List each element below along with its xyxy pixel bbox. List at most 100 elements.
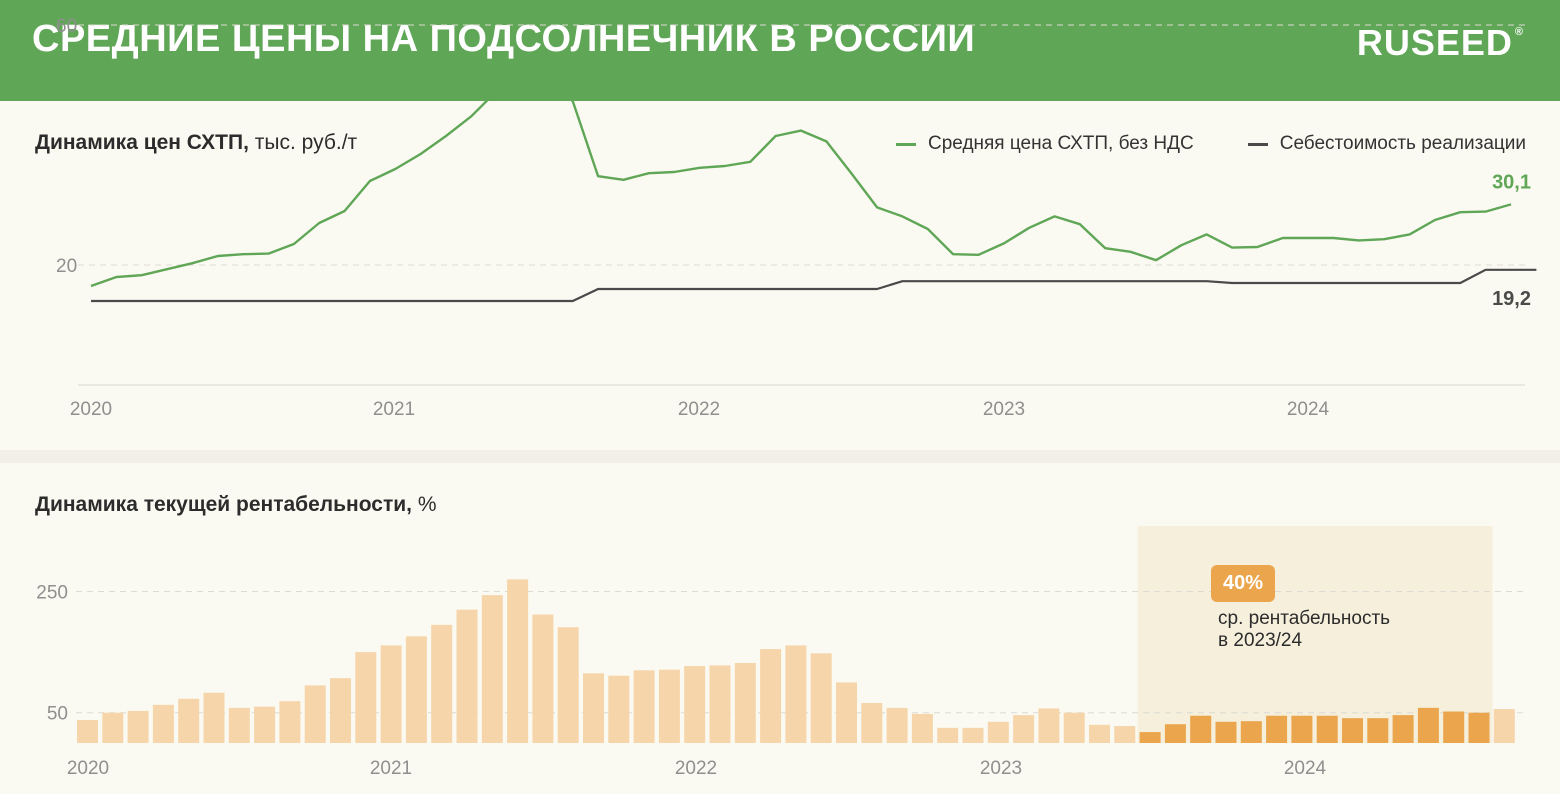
margin-bar xyxy=(836,682,857,743)
price-chart-legend: Средняя цена СХТП, без НДС Себестоимость… xyxy=(896,133,1526,155)
margin-bar xyxy=(810,653,832,743)
cost-end-label: 19,2 xyxy=(1492,288,1531,310)
x-tick-label: 2021 xyxy=(373,399,415,420)
margin-bar xyxy=(127,710,149,743)
x-tick-label: 2020 xyxy=(67,758,109,779)
margin-bar xyxy=(1038,708,1060,743)
x-tick-label: 2022 xyxy=(678,399,720,420)
header-bar: СРЕДНИЕ ЦЕНЫ НА ПОДСОЛНЕЧНИК В РОССИИ RU… xyxy=(0,0,1560,101)
legend-item-price: Средняя цена СХТП, без НДС xyxy=(896,133,1194,155)
x-tick-label: 2020 xyxy=(70,399,112,420)
margin-bar xyxy=(557,627,579,743)
margin-bar xyxy=(77,719,98,743)
legend-item-cost: Себестоимость реализации xyxy=(1247,133,1526,155)
callout-line-2: в 2023/24 xyxy=(1218,630,1303,651)
registered-mark: ® xyxy=(1514,26,1524,38)
x-tick-label: 2022 xyxy=(675,758,717,779)
margin-bar xyxy=(1417,707,1439,743)
x-tick-label: 2023 xyxy=(980,758,1022,779)
margin-bar xyxy=(1392,715,1414,743)
margin-bar xyxy=(279,701,301,743)
margin-bar xyxy=(937,727,959,743)
highlight-region xyxy=(1137,526,1493,743)
margin-bar xyxy=(886,707,908,743)
x-tick-label: 2024 xyxy=(1284,758,1327,779)
x-tick-label: 2024 xyxy=(1287,399,1330,420)
margin-bar xyxy=(1367,718,1389,743)
margin-bar xyxy=(1013,715,1035,743)
margin-bar xyxy=(1240,721,1262,743)
price-chart-panel: Динамика цен СХТП, тыс. руб./т Средняя ц… xyxy=(0,16,1560,450)
margin-bar xyxy=(203,692,225,743)
margin-bar xyxy=(178,698,200,743)
price-chart-title-bold: Динамика цен СХТП, xyxy=(35,131,249,154)
margin-bar xyxy=(380,645,402,743)
margin-chart-panel: Динамика текущей рентабельности, % 50 250… xyxy=(0,463,1560,794)
price-chart-plot: 20 60 2020 2021 2022 2023 2024 30,1 19,2 xyxy=(56,16,1537,420)
margin-bar xyxy=(1291,715,1313,743)
margin-bar xyxy=(709,665,731,743)
margin-bar xyxy=(330,678,351,743)
margin-bar xyxy=(304,685,326,743)
margin-bar xyxy=(1215,721,1237,743)
margin-bar xyxy=(481,595,503,743)
price-chart-title-unit: тыс. руб./т xyxy=(254,131,358,154)
margin-bar xyxy=(785,645,807,743)
brand-logo: RUSEED ® xyxy=(1357,22,1524,64)
margin-bar xyxy=(1468,712,1490,743)
price-end-label: 30,1 xyxy=(1492,171,1531,193)
margin-bar xyxy=(456,609,478,743)
margin-bar xyxy=(228,707,250,743)
margin-bar xyxy=(1089,724,1110,743)
margin-bar xyxy=(1164,724,1186,743)
margin-bar xyxy=(760,649,782,743)
margin-bar xyxy=(684,666,706,743)
legend-label-cost: Себестоимость реализации xyxy=(1279,133,1526,154)
margin-bar xyxy=(734,663,756,743)
margin-bar xyxy=(532,614,554,743)
margin-bar xyxy=(1114,726,1136,743)
x-tick-label: 2021 xyxy=(370,758,412,779)
margin-bar xyxy=(583,673,604,743)
margin-bar xyxy=(355,652,377,743)
brand-logo-text: RUSEED xyxy=(1356,22,1513,63)
margin-bar xyxy=(1139,732,1161,743)
callout-text: ср. рентабельность в 2023/24 xyxy=(1218,608,1390,652)
margin-bar xyxy=(987,721,1009,743)
margin-bar xyxy=(1063,712,1085,743)
margin-bar xyxy=(1266,715,1288,743)
margin-bar xyxy=(962,727,984,743)
margin-bar xyxy=(1443,711,1465,743)
page-title: СРЕДНИЕ ЦЕНЫ НА ПОДСОЛНЕЧНИК В РОССИИ xyxy=(32,18,976,60)
margin-chart-title-bold: Динамика текущей рентабельности, xyxy=(35,493,412,516)
y-tick-label: 60 xyxy=(56,16,77,37)
y-tick-label: 50 xyxy=(47,704,68,725)
margin-bar xyxy=(1190,715,1212,743)
legend-swatch-cost xyxy=(1247,142,1268,146)
margin-bar xyxy=(658,669,680,743)
margin-bar xyxy=(633,670,655,743)
margin-chart-title-unit: % xyxy=(417,493,437,516)
margin-bar xyxy=(507,579,529,743)
margin-bar xyxy=(608,675,630,743)
callout-value-badge: 40% xyxy=(1211,565,1276,602)
margin-bar xyxy=(431,624,453,743)
cost-series-line xyxy=(91,268,1537,303)
margin-bar xyxy=(1316,715,1338,743)
price-chart-title: Динамика цен СХТП, тыс. руб./т xyxy=(35,131,357,155)
margin-bar xyxy=(254,706,276,743)
legend-label-price: Средняя цена СХТП, без НДС xyxy=(928,133,1194,154)
margin-bar xyxy=(102,712,124,743)
legend-swatch-price xyxy=(896,142,916,146)
margin-bar xyxy=(861,703,883,743)
margin-chart-plot: 50 250 2020 2021 2022 2023 2024 xyxy=(36,526,1525,779)
margin-bar xyxy=(1342,718,1363,743)
margin-bar xyxy=(1493,709,1515,743)
margin-bar xyxy=(152,704,174,743)
callout-line-1: ср. рентабельность xyxy=(1218,608,1391,629)
y-tick-label: 20 xyxy=(56,256,77,277)
y-tick-label: 250 xyxy=(36,583,68,604)
margin-bar xyxy=(911,713,933,743)
x-tick-label: 2023 xyxy=(983,399,1025,420)
margin-bar xyxy=(405,636,427,743)
